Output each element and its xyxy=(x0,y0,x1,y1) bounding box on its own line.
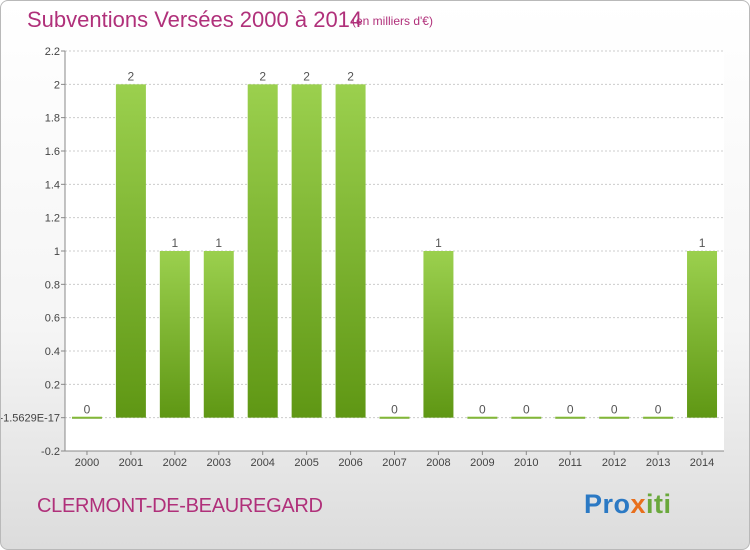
y-tick-label: 1.6 xyxy=(45,146,60,158)
bar xyxy=(687,251,718,418)
bar xyxy=(159,251,190,418)
x-tick-label: 2000 xyxy=(75,457,99,469)
chart-unit-subtitle: (en milliers d'€) xyxy=(352,14,433,28)
y-tick-label: 1 xyxy=(54,246,60,258)
x-tick-label: 2004 xyxy=(250,457,274,469)
data-label: 2 xyxy=(303,69,310,83)
x-tick-label: 2006 xyxy=(338,457,362,469)
y-tick-label: 1.8 xyxy=(45,113,60,125)
x-tick-label: 2014 xyxy=(690,457,714,469)
y-tick-label: 0.2 xyxy=(45,379,60,391)
data-label: 2 xyxy=(347,69,354,83)
data-label: 0 xyxy=(655,403,662,417)
logo-part-2: x xyxy=(630,489,647,519)
data-label: 2 xyxy=(128,69,135,83)
commune-name: CLERMONT-DE-BEAUREGARD xyxy=(37,495,323,517)
y-tick-label: 1.4 xyxy=(45,179,60,191)
bar xyxy=(115,84,146,418)
data-label: 1 xyxy=(699,236,706,250)
bar xyxy=(467,416,498,419)
y-tick-label: -1.5629E-17 xyxy=(1,413,60,425)
y-tick-label: -0.2 xyxy=(41,446,60,458)
bar xyxy=(203,251,234,418)
bar xyxy=(643,416,674,419)
bar xyxy=(291,84,322,418)
data-label: 0 xyxy=(479,403,486,417)
x-tick-label: 2012 xyxy=(602,457,626,469)
x-tick-label: 2007 xyxy=(382,457,406,469)
x-tick-label: 2008 xyxy=(426,457,450,469)
x-tick-label: 2005 xyxy=(294,457,318,469)
x-tick-label: 2009 xyxy=(470,457,494,469)
y-tick-label: 0.8 xyxy=(45,279,60,291)
data-label: 1 xyxy=(435,236,442,250)
chart-title: Subventions Versées 2000 à 2014 xyxy=(27,7,363,32)
x-tick-label: 2001 xyxy=(119,457,143,469)
x-tick-label: 2002 xyxy=(163,457,187,469)
data-label: 0 xyxy=(611,403,618,417)
data-label: 0 xyxy=(391,403,398,417)
y-tick-label: 2 xyxy=(54,79,60,91)
data-label: 1 xyxy=(171,236,178,250)
data-label: 0 xyxy=(567,403,574,417)
y-tick-label: 0.6 xyxy=(45,313,60,325)
y-tick-label: 1.2 xyxy=(45,213,60,225)
logo-part-3: iti xyxy=(646,489,672,519)
x-tick-label: 2003 xyxy=(207,457,231,469)
x-tick-label: 2010 xyxy=(514,457,538,469)
x-tick-label: 2013 xyxy=(646,457,670,469)
data-label: 0 xyxy=(523,403,530,417)
bar xyxy=(71,416,102,419)
bar xyxy=(555,416,586,419)
x-tick-label: 2011 xyxy=(558,457,582,469)
bar xyxy=(511,416,542,419)
bar xyxy=(379,416,410,419)
data-label: 2 xyxy=(259,69,266,83)
logo-part-1: Pro xyxy=(584,489,631,519)
bar xyxy=(423,251,454,418)
data-label: 0 xyxy=(84,403,91,417)
y-tick-label: 0.4 xyxy=(45,346,60,358)
proxiti-logo: Proxiti xyxy=(584,489,672,520)
bar xyxy=(599,416,630,419)
bar xyxy=(335,84,366,418)
y-tick-label: 2.2 xyxy=(45,46,60,58)
data-label: 1 xyxy=(215,236,222,250)
bar xyxy=(247,84,278,418)
